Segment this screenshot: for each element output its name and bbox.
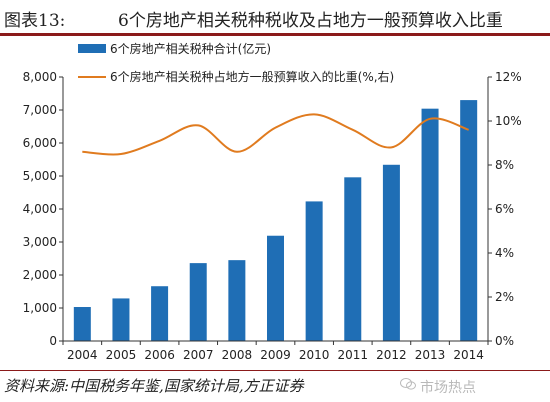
left-tick-label: 6,000 (23, 136, 57, 150)
right-tick-label: 0% (495, 334, 514, 348)
x-tick-label: 2013 (415, 348, 446, 362)
bar (189, 263, 207, 341)
x-tick-label: 2011 (337, 348, 368, 362)
left-tick-label: 1,000 (23, 301, 57, 315)
left-tick-label: 8,000 (23, 70, 57, 84)
bar (112, 298, 130, 341)
left-tick-label: 3,000 (23, 235, 57, 249)
bar (73, 307, 91, 341)
legend-swatch-bar (78, 44, 106, 53)
right-tick-label: 8% (495, 158, 514, 172)
bar (460, 100, 478, 341)
bar-series (73, 100, 478, 342)
source-note: 资料来源:中国税务年鉴,国家统计局,方正证券 (4, 377, 304, 395)
legend-label-line: 6个房地产相关税种占地方一般预算收入的比重(%,右) (110, 69, 394, 84)
x-axis: 2004 2005 2006 2007 2008 2009 2010 2011 2012 2013… (62, 340, 489, 362)
wechat-icon (400, 378, 416, 390)
watermark-text: 市场热点 (420, 380, 476, 396)
left-axis: 0 1,000 2,000 3,000 4,000 5,000 6,000 7,000 8,00… (23, 70, 64, 348)
left-tick-label: 7,000 (23, 103, 57, 117)
x-tick-label: 2008 (222, 348, 253, 362)
header-rule (0, 33, 550, 36)
left-tick-label: 5,000 (23, 169, 57, 183)
footer-rule (0, 370, 550, 371)
bar (151, 286, 169, 341)
left-tick-label: 0 (49, 334, 57, 348)
right-tick-label: 2% (495, 290, 514, 304)
left-tick-label: 4,000 (23, 202, 57, 216)
x-tick-label: 2006 (144, 348, 175, 362)
bar (382, 164, 400, 341)
bar (344, 177, 362, 341)
figure-label: 图表13: (4, 11, 66, 31)
x-tick-label: 2004 (67, 348, 98, 362)
figure-header: 图表13: 6个房地产相关税种税收及占地方一般预算收入比重 (0, 0, 550, 34)
right-tick-label: 10% (495, 114, 522, 128)
right-tick-label: 12% (495, 70, 522, 84)
right-tick-label: 4% (495, 246, 514, 260)
right-tick-label: 6% (495, 202, 514, 216)
x-tick-label: 2010 (299, 348, 330, 362)
ratio-line (82, 113, 470, 156)
bar (305, 201, 323, 341)
bar (228, 260, 246, 341)
figure-title: 6个房地产相关税种税收及占地方一般预算收入比重 (118, 11, 503, 31)
bar (267, 235, 284, 341)
line-series (82, 113, 470, 156)
right-axis: 0% 2% 4% 6% 8% 10% 12% (487, 70, 522, 348)
legend: 6个房地产相关税种合计(亿元) 6个房地产相关税种占地方一般预算收入的比重(%,… (78, 41, 394, 84)
legend-label-bar: 6个房地产相关税种合计(亿元) (110, 41, 271, 56)
bar (421, 108, 439, 342)
x-tick-label: 2014 (453, 348, 484, 362)
x-tick-label: 2009 (260, 348, 291, 362)
x-tick-label: 2007 (183, 348, 214, 362)
left-tick-label: 2,000 (23, 268, 57, 282)
x-tick-label: 2005 (106, 348, 137, 362)
x-tick-label: 2012 (376, 348, 407, 362)
